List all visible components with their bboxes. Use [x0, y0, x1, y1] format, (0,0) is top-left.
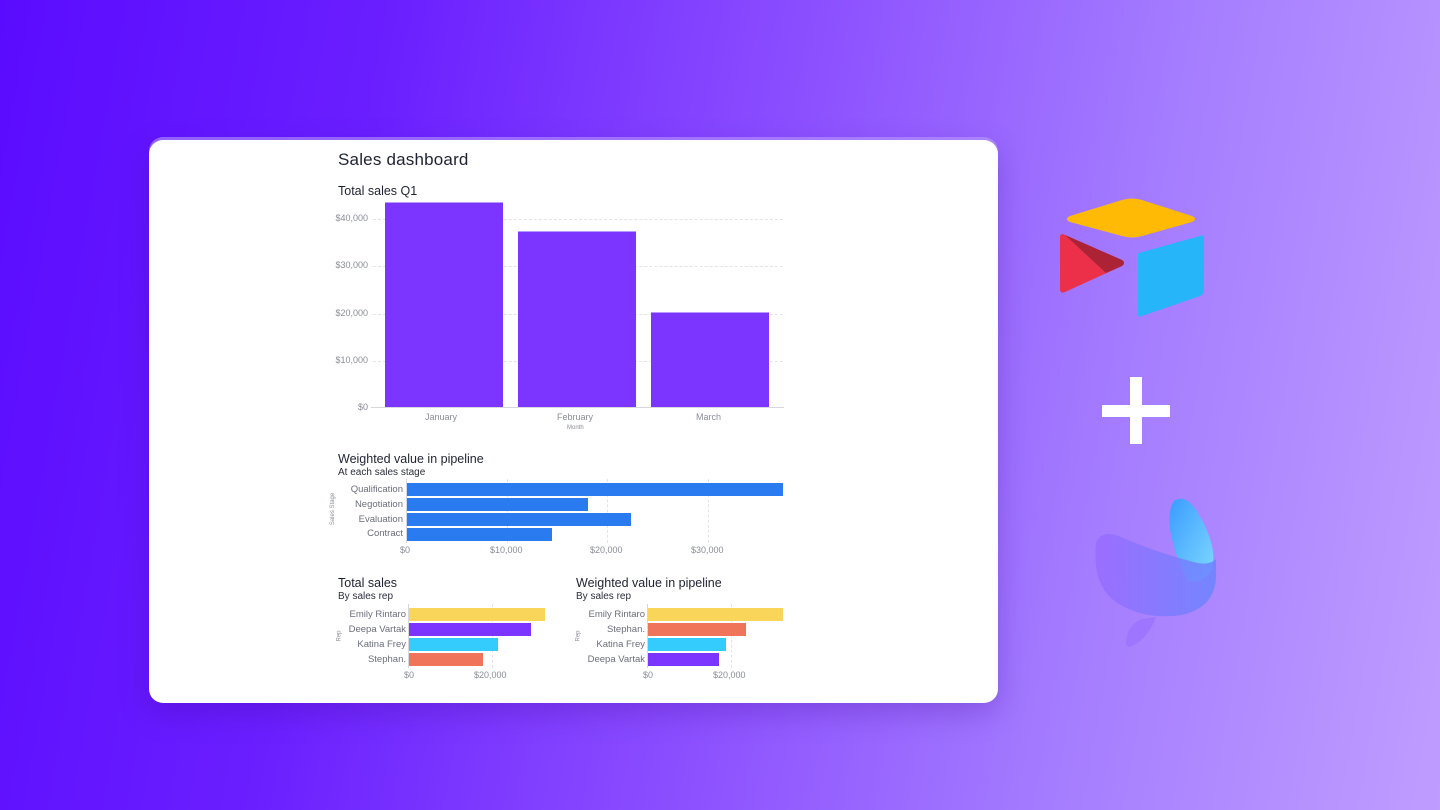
- category-label: Katina Frey: [357, 639, 406, 650]
- gridline: [708, 479, 709, 543]
- app-logo-icon: [1095, 498, 1216, 647]
- category-label: Emily Rintaro: [349, 609, 407, 620]
- y-tick: $10,000: [335, 355, 368, 365]
- category-label: Negotiation: [354, 499, 403, 510]
- dashboard-title: Sales dashboard: [338, 150, 469, 169]
- y-tick: $30,000: [335, 260, 368, 270]
- x-tick: $20,000: [590, 545, 623, 555]
- bar-january[interactable]: [385, 202, 503, 408]
- bar-deepa-vartak[interactable]: [648, 653, 719, 666]
- category-label: Emily Rintaro: [588, 609, 646, 620]
- category-label: Qualification: [350, 484, 403, 495]
- airtable-logo-icon: [1060, 198, 1204, 317]
- chart-title-pipeline-rep: Weighted value in pipeline: [576, 576, 722, 590]
- x-tick: $30,000: [691, 545, 724, 555]
- chart-subtitle-total-sales-rep: By sales rep: [338, 591, 394, 602]
- chart-title-total-sales-q1: Total sales Q1: [338, 184, 418, 198]
- chart-subtitle-pipeline-stage: At each sales stage: [338, 467, 426, 478]
- x-axis-title: Month: [567, 425, 584, 431]
- bar-emily-rintaro[interactable]: [648, 608, 783, 621]
- x-tick-march: March: [696, 412, 722, 422]
- bar-february[interactable]: [518, 231, 636, 408]
- y-axis-title: Sales Stage: [330, 492, 337, 526]
- y-axis-title: Rep: [575, 630, 582, 642]
- gridline: [507, 479, 508, 543]
- y-tick: $20,000: [335, 308, 368, 318]
- category-label: Stephan.: [367, 654, 406, 665]
- x-tick-february: February: [557, 412, 594, 422]
- bar-evaluation[interactable]: [407, 513, 631, 526]
- category-label: Stephan.: [606, 624, 645, 635]
- x-tick: $0: [643, 670, 654, 680]
- bar-negotiation[interactable]: [407, 498, 588, 511]
- chart-title-total-sales-rep: Total sales: [338, 576, 398, 590]
- x-tick: $10,000: [490, 545, 523, 555]
- gridline: [492, 604, 493, 668]
- bar-stephan[interactable]: [648, 623, 746, 636]
- chart-subtitle-pipeline-rep: By sales rep: [576, 591, 632, 602]
- y-tick: $0: [357, 402, 368, 412]
- plus-icon: [1102, 377, 1170, 444]
- x-tick: $0: [404, 670, 415, 680]
- y-axis-line: [406, 479, 407, 543]
- bar-katina-frey[interactable]: [409, 638, 498, 651]
- bar-stephan[interactable]: [409, 653, 483, 666]
- x-tick: $20,000: [474, 670, 507, 680]
- gridline: [607, 479, 608, 543]
- gridline: [373, 219, 783, 220]
- gridline: [731, 604, 732, 668]
- dashboard-card: Sales dashboard Total sales Q1 $40,000 $…: [149, 140, 998, 703]
- category-label: Deepa Vartak: [587, 654, 645, 665]
- bar-deepa-vartak[interactable]: [409, 623, 531, 636]
- x-axis-line: [371, 407, 784, 408]
- x-tick: $0: [400, 545, 411, 555]
- bar-qualification[interactable]: [407, 483, 783, 496]
- chart-title-pipeline-stage: Weighted value in pipeline: [338, 452, 484, 466]
- bar-march[interactable]: [651, 312, 769, 408]
- category-label: Katina Frey: [596, 639, 645, 650]
- category-label: Deepa Vartak: [348, 624, 406, 635]
- bar-emily-rintaro[interactable]: [409, 608, 545, 621]
- x-tick: $20,000: [713, 670, 746, 680]
- category-label: Contract: [367, 528, 403, 539]
- y-axis-line: [647, 604, 648, 668]
- y-axis-title: Rep: [336, 630, 343, 642]
- category-label: Evaluation: [358, 514, 403, 525]
- y-axis-line: [408, 604, 409, 668]
- bar-contract[interactable]: [407, 528, 552, 541]
- bar-katina-frey[interactable]: [648, 638, 726, 651]
- y-tick: $40,000: [335, 213, 368, 223]
- x-tick-january: January: [425, 412, 458, 422]
